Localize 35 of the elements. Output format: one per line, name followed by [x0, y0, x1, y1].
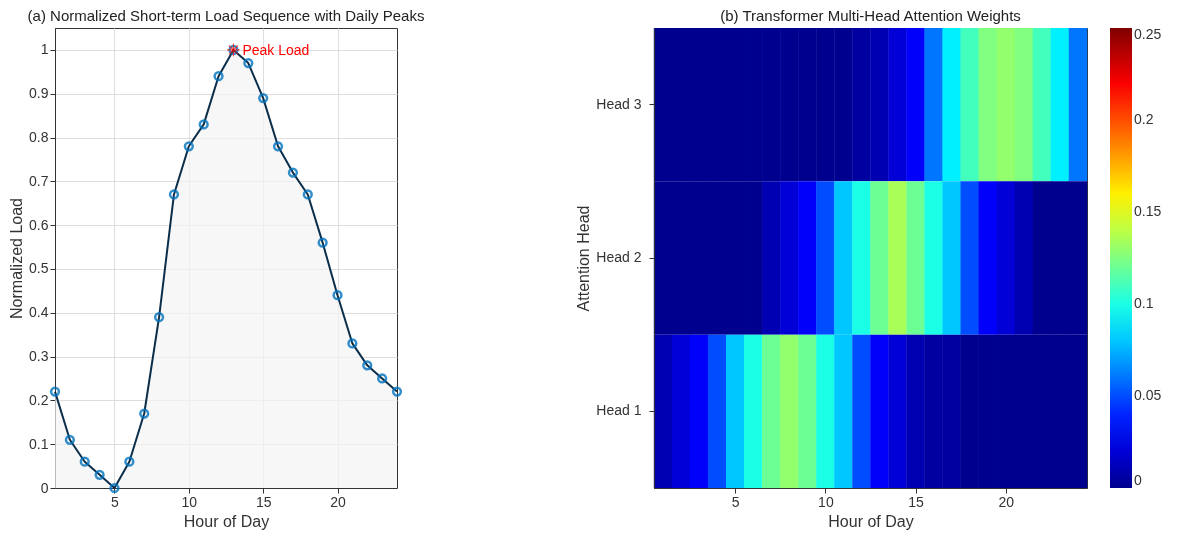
y-tick-label: 0.8 [29, 129, 49, 146]
x-tick-label: 10 [818, 493, 834, 510]
chart-title: (a) Normalized Short-term Load Sequence with Daily Peaks [27, 7, 425, 24]
y-axis-title: Attention Head [575, 205, 593, 312]
x-tick-label: 20 [330, 493, 347, 510]
color-bar-label: 0.25 [1134, 26, 1162, 42]
x-tick-label: 15 [255, 493, 272, 510]
y-tick-label: 0.2 [29, 391, 49, 408]
y-axis-title: Normalized Load [8, 198, 26, 319]
y-tick-label: 0.3 [29, 348, 49, 365]
y-tick-label: 0 [40, 479, 49, 496]
y-tick-label: 0.9 [29, 85, 49, 102]
y-tick-label: 0.4 [29, 304, 49, 321]
y-tick-label: Head 3 [596, 95, 642, 112]
x-tick-label: 20 [998, 493, 1015, 510]
y-tick-label: 0.6 [29, 216, 49, 233]
x-tick-label: 5 [111, 493, 120, 510]
color-bar-label: 0.1 [1134, 295, 1154, 311]
color-bar-label: 0.15 [1134, 203, 1162, 219]
x-tick-label: 10 [181, 493, 198, 510]
y-tick-label: Head 1 [596, 402, 642, 419]
x-axis-title: Hour of Day [828, 512, 914, 530]
y-tick-label: 0.5 [29, 260, 49, 277]
color-bar-label: 0 [1134, 472, 1142, 488]
x-tick-label: 5 [731, 493, 740, 510]
chart-title: (b) Transformer Multi-Head Attention Weights [720, 7, 1021, 24]
color-bar-label: 0.2 [1134, 111, 1154, 127]
color-bar-label: 0.05 [1134, 387, 1162, 403]
x-axis-title: Hour of Day [183, 512, 270, 530]
y-tick-label: 1 [40, 41, 49, 58]
y-tick-label: Head 2 [596, 249, 642, 265]
x-tick-label: 15 [908, 493, 925, 510]
y-tick-label: 0.7 [29, 172, 49, 189]
y-tick-label: 0.1 [29, 435, 49, 452]
annotation: Peak Load [242, 41, 310, 58]
